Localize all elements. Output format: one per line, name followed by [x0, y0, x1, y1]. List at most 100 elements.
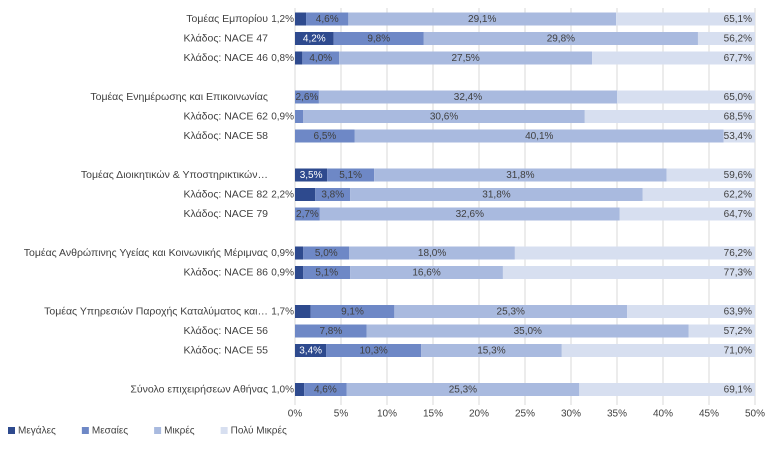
legend-label: Πολύ Μικρές	[231, 425, 287, 437]
data-label: 68,5%	[724, 112, 752, 123]
legend-swatch	[81, 427, 89, 434]
category-label: Τομέας Ανθρώπινης Υγείας και Κοινωνικής …	[24, 247, 268, 259]
category-label: Κλάδος: NACE 46	[183, 52, 268, 64]
x-tick-label: 50%	[745, 409, 765, 420]
bar-segment	[295, 207, 320, 221]
bar-segment	[303, 110, 585, 123]
data-label: 77,3%	[724, 268, 752, 279]
category-label: Τομέας Ενημέρωσης και Επικοινωνίας	[90, 91, 268, 103]
data-label: 25,3%	[497, 307, 525, 318]
legend-swatch	[8, 427, 15, 434]
data-label: 30,6%	[430, 112, 458, 123]
data-label: 15,3%	[477, 346, 505, 357]
bar-segment	[642, 188, 755, 201]
bar-segment	[394, 305, 628, 318]
bar-segment	[295, 32, 334, 45]
bar-segment	[346, 383, 580, 396]
data-label: 29,8%	[547, 34, 575, 45]
data-label: 9,1%	[341, 307, 364, 318]
bar-segment	[304, 383, 347, 396]
bar-segment	[295, 383, 305, 396]
data-label: 2,6%	[296, 92, 319, 103]
data-label: 27,5%	[451, 53, 479, 64]
bar-segment	[354, 129, 724, 143]
data-label: 32,6%	[456, 209, 484, 220]
data-label: 3,4%	[299, 346, 322, 357]
bar-segment	[350, 188, 643, 201]
bar-segment	[617, 90, 755, 104]
data-label: 1,0%	[271, 385, 294, 396]
data-label: 29,1%	[468, 14, 496, 25]
data-label: 56,2%	[724, 34, 752, 45]
data-label: 71,0%	[724, 346, 752, 357]
data-label: 5,1%	[315, 268, 338, 279]
bar-segment	[514, 246, 755, 260]
category-label: Σύνολο επιχειρήσεων Αθήνας	[130, 383, 268, 395]
data-label: 5,1%	[339, 170, 362, 181]
bar-segment	[350, 266, 503, 279]
legend-swatch	[220, 427, 228, 434]
category-label: Κλάδος: NACE 82	[183, 188, 268, 200]
x-tick-label: 0%	[288, 409, 303, 420]
bar-segment	[327, 168, 375, 182]
data-label: 10,3%	[359, 346, 387, 357]
data-label: 1,7%	[271, 307, 294, 318]
data-label: 59,6%	[724, 170, 752, 181]
bar-segment	[423, 32, 698, 45]
bar-segment	[295, 246, 304, 260]
data-label: 69,1%	[724, 385, 752, 396]
data-label: 4,6%	[314, 385, 337, 396]
bar-segment	[697, 32, 755, 45]
category-label: Τομέας Εμπορίου	[186, 13, 268, 25]
bar-segment	[339, 51, 593, 65]
data-label: 4,0%	[309, 53, 332, 64]
data-label: 4,2%	[303, 34, 326, 45]
bar-segment	[310, 305, 395, 318]
data-label: 16,6%	[412, 268, 440, 279]
data-label: 5,0%	[315, 248, 338, 259]
x-tick-label: 15%	[423, 409, 443, 420]
bar-segment	[295, 305, 311, 318]
x-tick-label: 10%	[377, 409, 397, 420]
bar-segment	[295, 129, 355, 143]
x-tick-label: 40%	[653, 409, 673, 420]
data-label: 40,1%	[525, 131, 553, 142]
category-label: Κλάδος: NACE 56	[183, 325, 268, 337]
bar-segment	[723, 129, 755, 143]
data-label: 0,8%	[271, 53, 294, 64]
data-label: 9,8%	[367, 34, 390, 45]
bar-segment	[349, 246, 515, 260]
bar-segment	[579, 383, 755, 396]
bar-segment	[421, 344, 562, 357]
bar-segment	[616, 12, 755, 26]
data-label: 31,8%	[482, 190, 510, 201]
data-label: 53,4%	[724, 131, 752, 142]
data-label: 31,8%	[506, 170, 534, 181]
bar-segment	[619, 207, 755, 221]
bar-segment	[374, 168, 667, 182]
data-label: 76,2%	[724, 248, 752, 259]
bar-segment	[627, 305, 755, 318]
category-label: Κλάδος: NACE 86	[183, 266, 268, 278]
bar-segment	[295, 266, 304, 279]
bar-segment	[295, 324, 367, 338]
x-tick-label: 30%	[561, 409, 581, 420]
x-tick-label: 35%	[607, 409, 627, 420]
data-label: 35,0%	[514, 326, 542, 337]
data-label: 2,2%	[271, 190, 294, 201]
category-label: Τομέας Υπηρεσιών Παροχής Καταλύματος και…	[44, 305, 268, 317]
data-label: 67,7%	[724, 53, 752, 64]
bar-segment	[295, 51, 303, 65]
data-label: 3,5%	[300, 170, 323, 181]
category-label: Κλάδος: NACE 55	[183, 344, 268, 356]
data-label: 65,0%	[724, 92, 752, 103]
data-label: 32,4%	[454, 92, 482, 103]
data-label: 7,8%	[319, 326, 342, 337]
bar-segment	[584, 110, 755, 123]
data-label: 62,2%	[724, 190, 752, 201]
bar-segment	[295, 188, 316, 201]
data-label: 3,8%	[321, 190, 344, 201]
legend-label: Μικρές	[164, 425, 195, 437]
bar-segment	[295, 344, 327, 357]
